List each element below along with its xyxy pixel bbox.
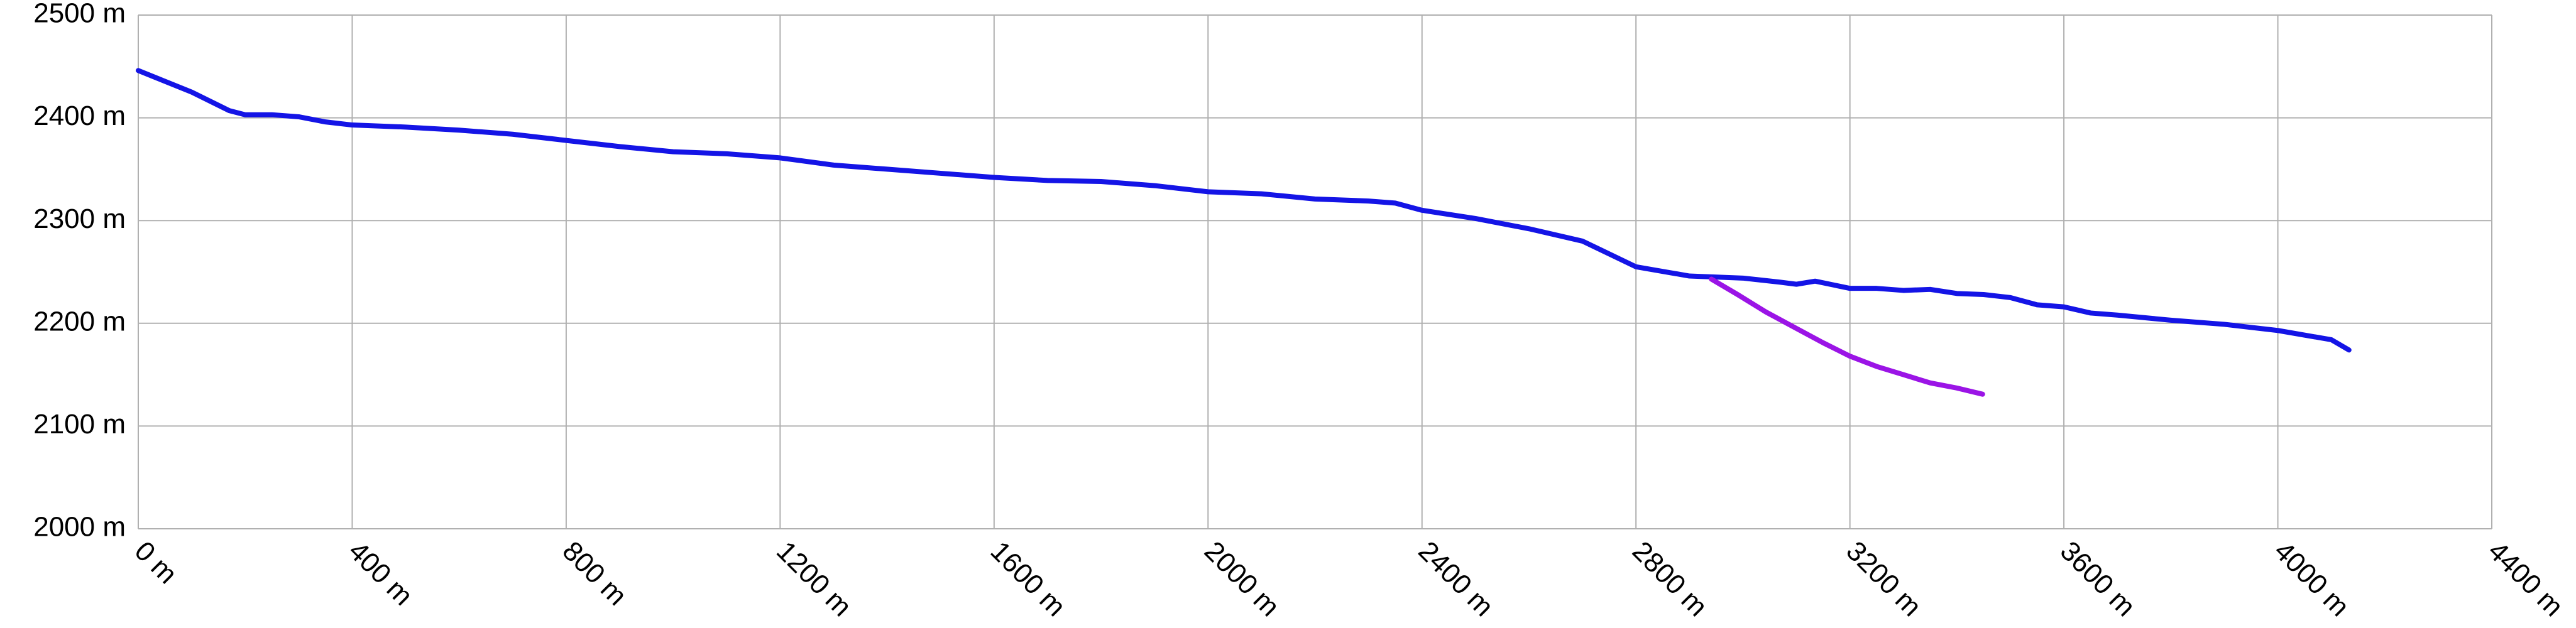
y-tick-label: 2100 m bbox=[33, 409, 126, 440]
x-tick-label: 2800 m bbox=[1626, 536, 1713, 622]
x-tick-label: 400 m bbox=[343, 536, 419, 612]
x-tick-label: 800 m bbox=[557, 536, 633, 612]
x-tick-label: 3600 m bbox=[2054, 536, 2141, 622]
elevation-line bbox=[1709, 276, 1985, 397]
y-tick-label: 2300 m bbox=[33, 203, 126, 234]
elevation-line bbox=[136, 68, 2352, 353]
x-tick-label: 1600 m bbox=[985, 536, 1072, 622]
x-tick-label: 2000 m bbox=[1198, 536, 1285, 622]
y-tick-label: 2400 m bbox=[33, 100, 126, 131]
x-tick-label: 4400 m bbox=[2482, 536, 2569, 622]
y-tick-label: 2200 m bbox=[33, 306, 126, 337]
x-tick-label: 3200 m bbox=[1840, 536, 1927, 622]
y-tick-label: 2000 m bbox=[33, 512, 126, 543]
x-tick-label: 1200 m bbox=[770, 536, 857, 622]
x-tick-label: 0 m bbox=[129, 536, 184, 590]
x-tick-label: 2400 m bbox=[1412, 536, 1499, 622]
y-tick-label: 2500 m bbox=[33, 0, 126, 29]
x-tick-label: 4000 m bbox=[2268, 536, 2355, 622]
